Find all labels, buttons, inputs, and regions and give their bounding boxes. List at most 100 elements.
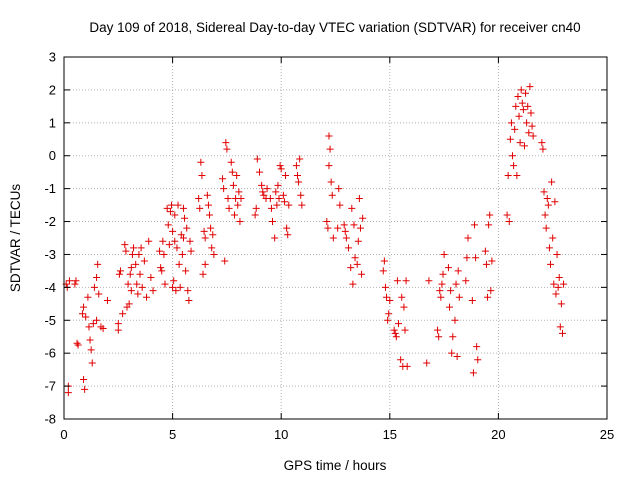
data-point — [126, 270, 134, 278]
data-point — [234, 201, 242, 209]
data-point — [140, 257, 148, 265]
data-point — [233, 171, 241, 179]
data-point — [103, 297, 111, 305]
x-tick-label: 15 — [383, 427, 397, 442]
data-point — [520, 142, 528, 150]
data-point — [381, 283, 389, 291]
data-point — [401, 326, 409, 334]
data-point — [545, 244, 553, 252]
data-point — [328, 191, 336, 199]
axis-ticks: 0 5 10 15 20 25 -8 -7 -6 -5 -4 -3 -2 -1 0 1 2 3 — [44, 50, 614, 443]
data-point — [554, 283, 562, 291]
data-point — [73, 339, 81, 347]
data-point — [269, 218, 277, 226]
data-point — [488, 257, 496, 265]
data-point — [134, 290, 142, 298]
data-point — [468, 297, 476, 305]
data-point — [425, 277, 433, 285]
data-point — [220, 185, 228, 193]
data-point — [222, 139, 230, 147]
data-point — [464, 234, 472, 242]
data-point — [173, 244, 181, 252]
y-tick-label: 3 — [49, 50, 56, 65]
data-point — [127, 287, 135, 295]
data-point — [80, 303, 88, 311]
x-axis-label: GPS time / hours — [284, 458, 387, 473]
data-point — [258, 181, 266, 189]
data-point — [453, 352, 461, 360]
data-point — [295, 178, 303, 186]
data-point — [196, 204, 204, 212]
data-point — [227, 158, 235, 166]
data-point — [557, 300, 565, 308]
data-point — [135, 250, 143, 258]
y-tick-label: 0 — [49, 148, 56, 163]
data-point — [527, 109, 535, 117]
x-tick-label: 5 — [169, 427, 176, 442]
data-point — [72, 277, 80, 285]
data-point — [263, 185, 271, 193]
data-point — [549, 234, 557, 242]
data-point — [203, 191, 211, 199]
data-point — [280, 198, 288, 206]
data-point — [455, 293, 463, 301]
data-point — [164, 221, 172, 229]
data-point — [127, 264, 135, 272]
data-point — [438, 280, 446, 288]
data-point — [526, 83, 534, 91]
data-point — [358, 270, 366, 278]
data-point — [71, 280, 79, 288]
data-point — [514, 92, 522, 100]
data-point — [437, 293, 445, 301]
data-point — [115, 270, 123, 278]
data-point — [172, 287, 180, 295]
data-point — [449, 333, 457, 341]
data-point — [350, 221, 358, 229]
data-point — [221, 257, 229, 265]
data-point — [504, 171, 512, 179]
data-point — [486, 211, 494, 219]
data-point — [125, 300, 133, 308]
data-point — [474, 356, 482, 364]
y-tick-label: -5 — [44, 313, 56, 328]
data-point — [448, 349, 456, 357]
data-point — [137, 244, 145, 252]
data-point — [251, 211, 259, 219]
data-point — [169, 227, 177, 235]
data-point — [447, 287, 455, 295]
data-point — [224, 195, 232, 203]
data-point — [81, 385, 89, 393]
data-point — [116, 267, 124, 275]
data-point — [114, 320, 122, 328]
data-point — [354, 237, 362, 245]
data-point — [383, 293, 391, 301]
data-point — [515, 112, 523, 120]
data-point — [266, 195, 274, 203]
x-tick-label: 10 — [274, 427, 288, 442]
data-point — [156, 247, 164, 255]
data-point — [65, 277, 73, 285]
data-point — [392, 333, 400, 341]
data-point — [95, 290, 103, 298]
data-point — [335, 185, 343, 193]
data-point — [558, 329, 566, 337]
data-point — [90, 283, 98, 291]
data-point — [380, 257, 388, 265]
data-point — [187, 247, 195, 255]
data-point — [259, 188, 267, 196]
data-point — [235, 188, 243, 196]
data-point — [198, 171, 206, 179]
data-point — [544, 201, 552, 209]
data-point — [74, 341, 82, 349]
y-axis-label: SDTVAR / TECUs — [8, 184, 23, 293]
data-point — [400, 303, 408, 311]
data-point — [487, 287, 495, 295]
data-point — [454, 267, 462, 275]
data-point — [93, 316, 101, 324]
data-point — [518, 99, 526, 107]
data-point — [236, 218, 244, 226]
data-point — [379, 267, 387, 275]
data-point — [436, 287, 444, 295]
data-point — [505, 218, 513, 226]
